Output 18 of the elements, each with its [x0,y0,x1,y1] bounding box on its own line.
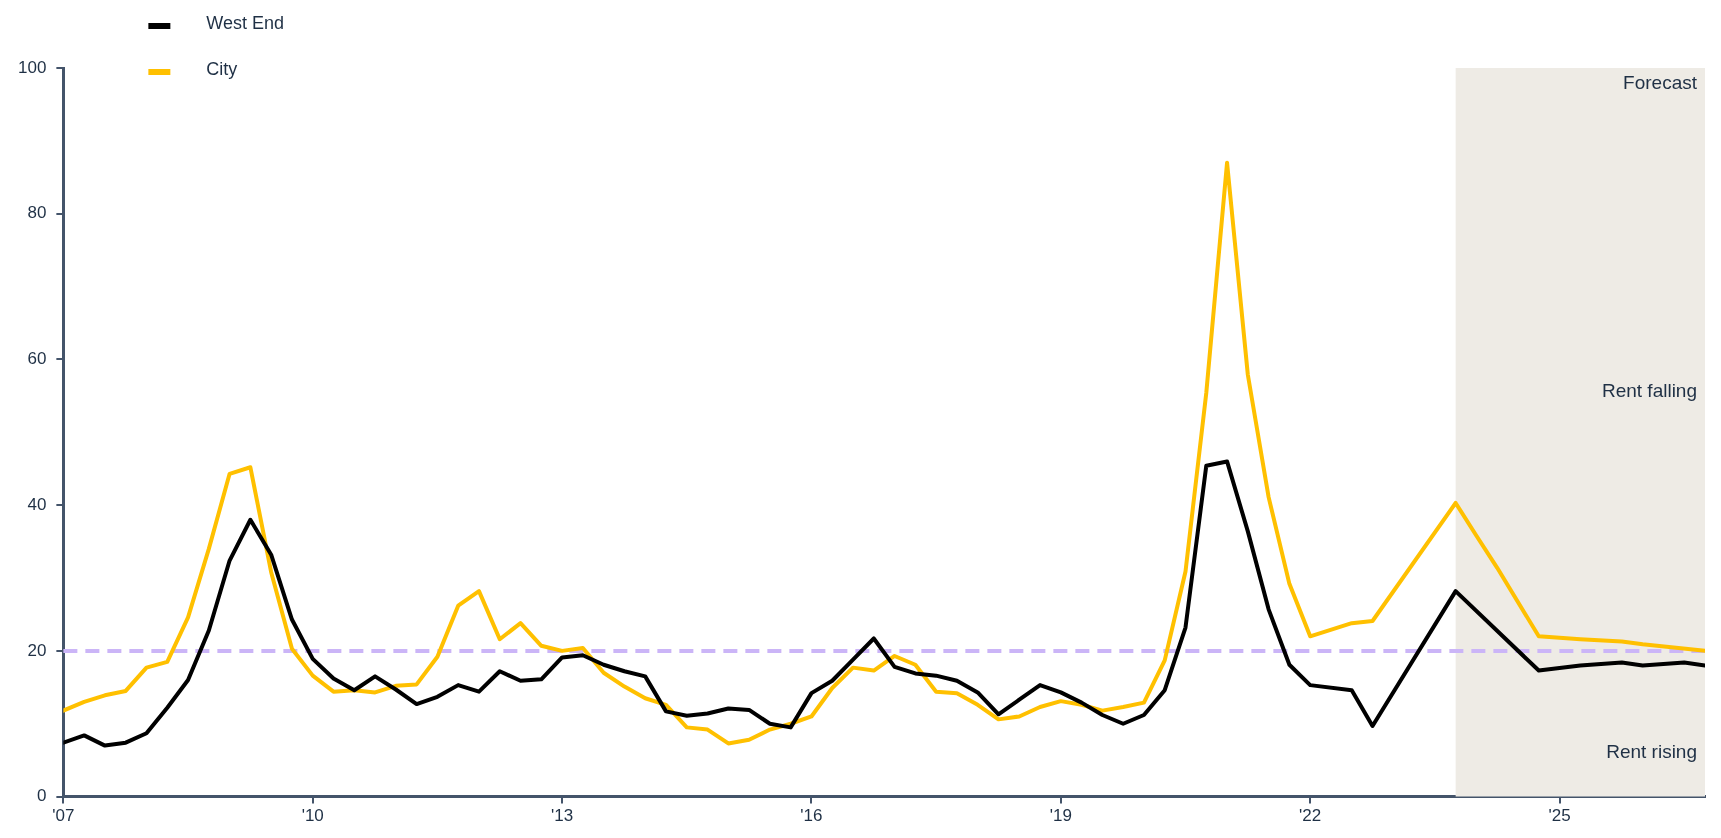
legend-label: West End [206,12,285,33]
band-label: Forecast [1623,72,1698,94]
legend-label: City [206,58,238,79]
x-tick-label: '07 [52,806,75,826]
y-tick-label: 80 [27,203,47,223]
x-tick-label: '16 [800,806,823,826]
x-tick-label: '19 [1049,806,1072,826]
x-tick-label: '13 [551,806,574,826]
x-tick-label: '10 [301,806,324,826]
y-tick-label: 40 [27,494,47,514]
y-tick-label: 60 [27,349,47,369]
annotation: Rent rising [1606,741,1697,763]
y-tick-label: 0 [36,786,47,806]
x-tick-label: '22 [1299,806,1322,826]
y-tick-label: 20 [27,640,47,660]
annotation: Rent falling [1601,380,1697,402]
y-tick-label: 100 [17,57,47,77]
x-tick-label: '25 [1548,806,1571,826]
